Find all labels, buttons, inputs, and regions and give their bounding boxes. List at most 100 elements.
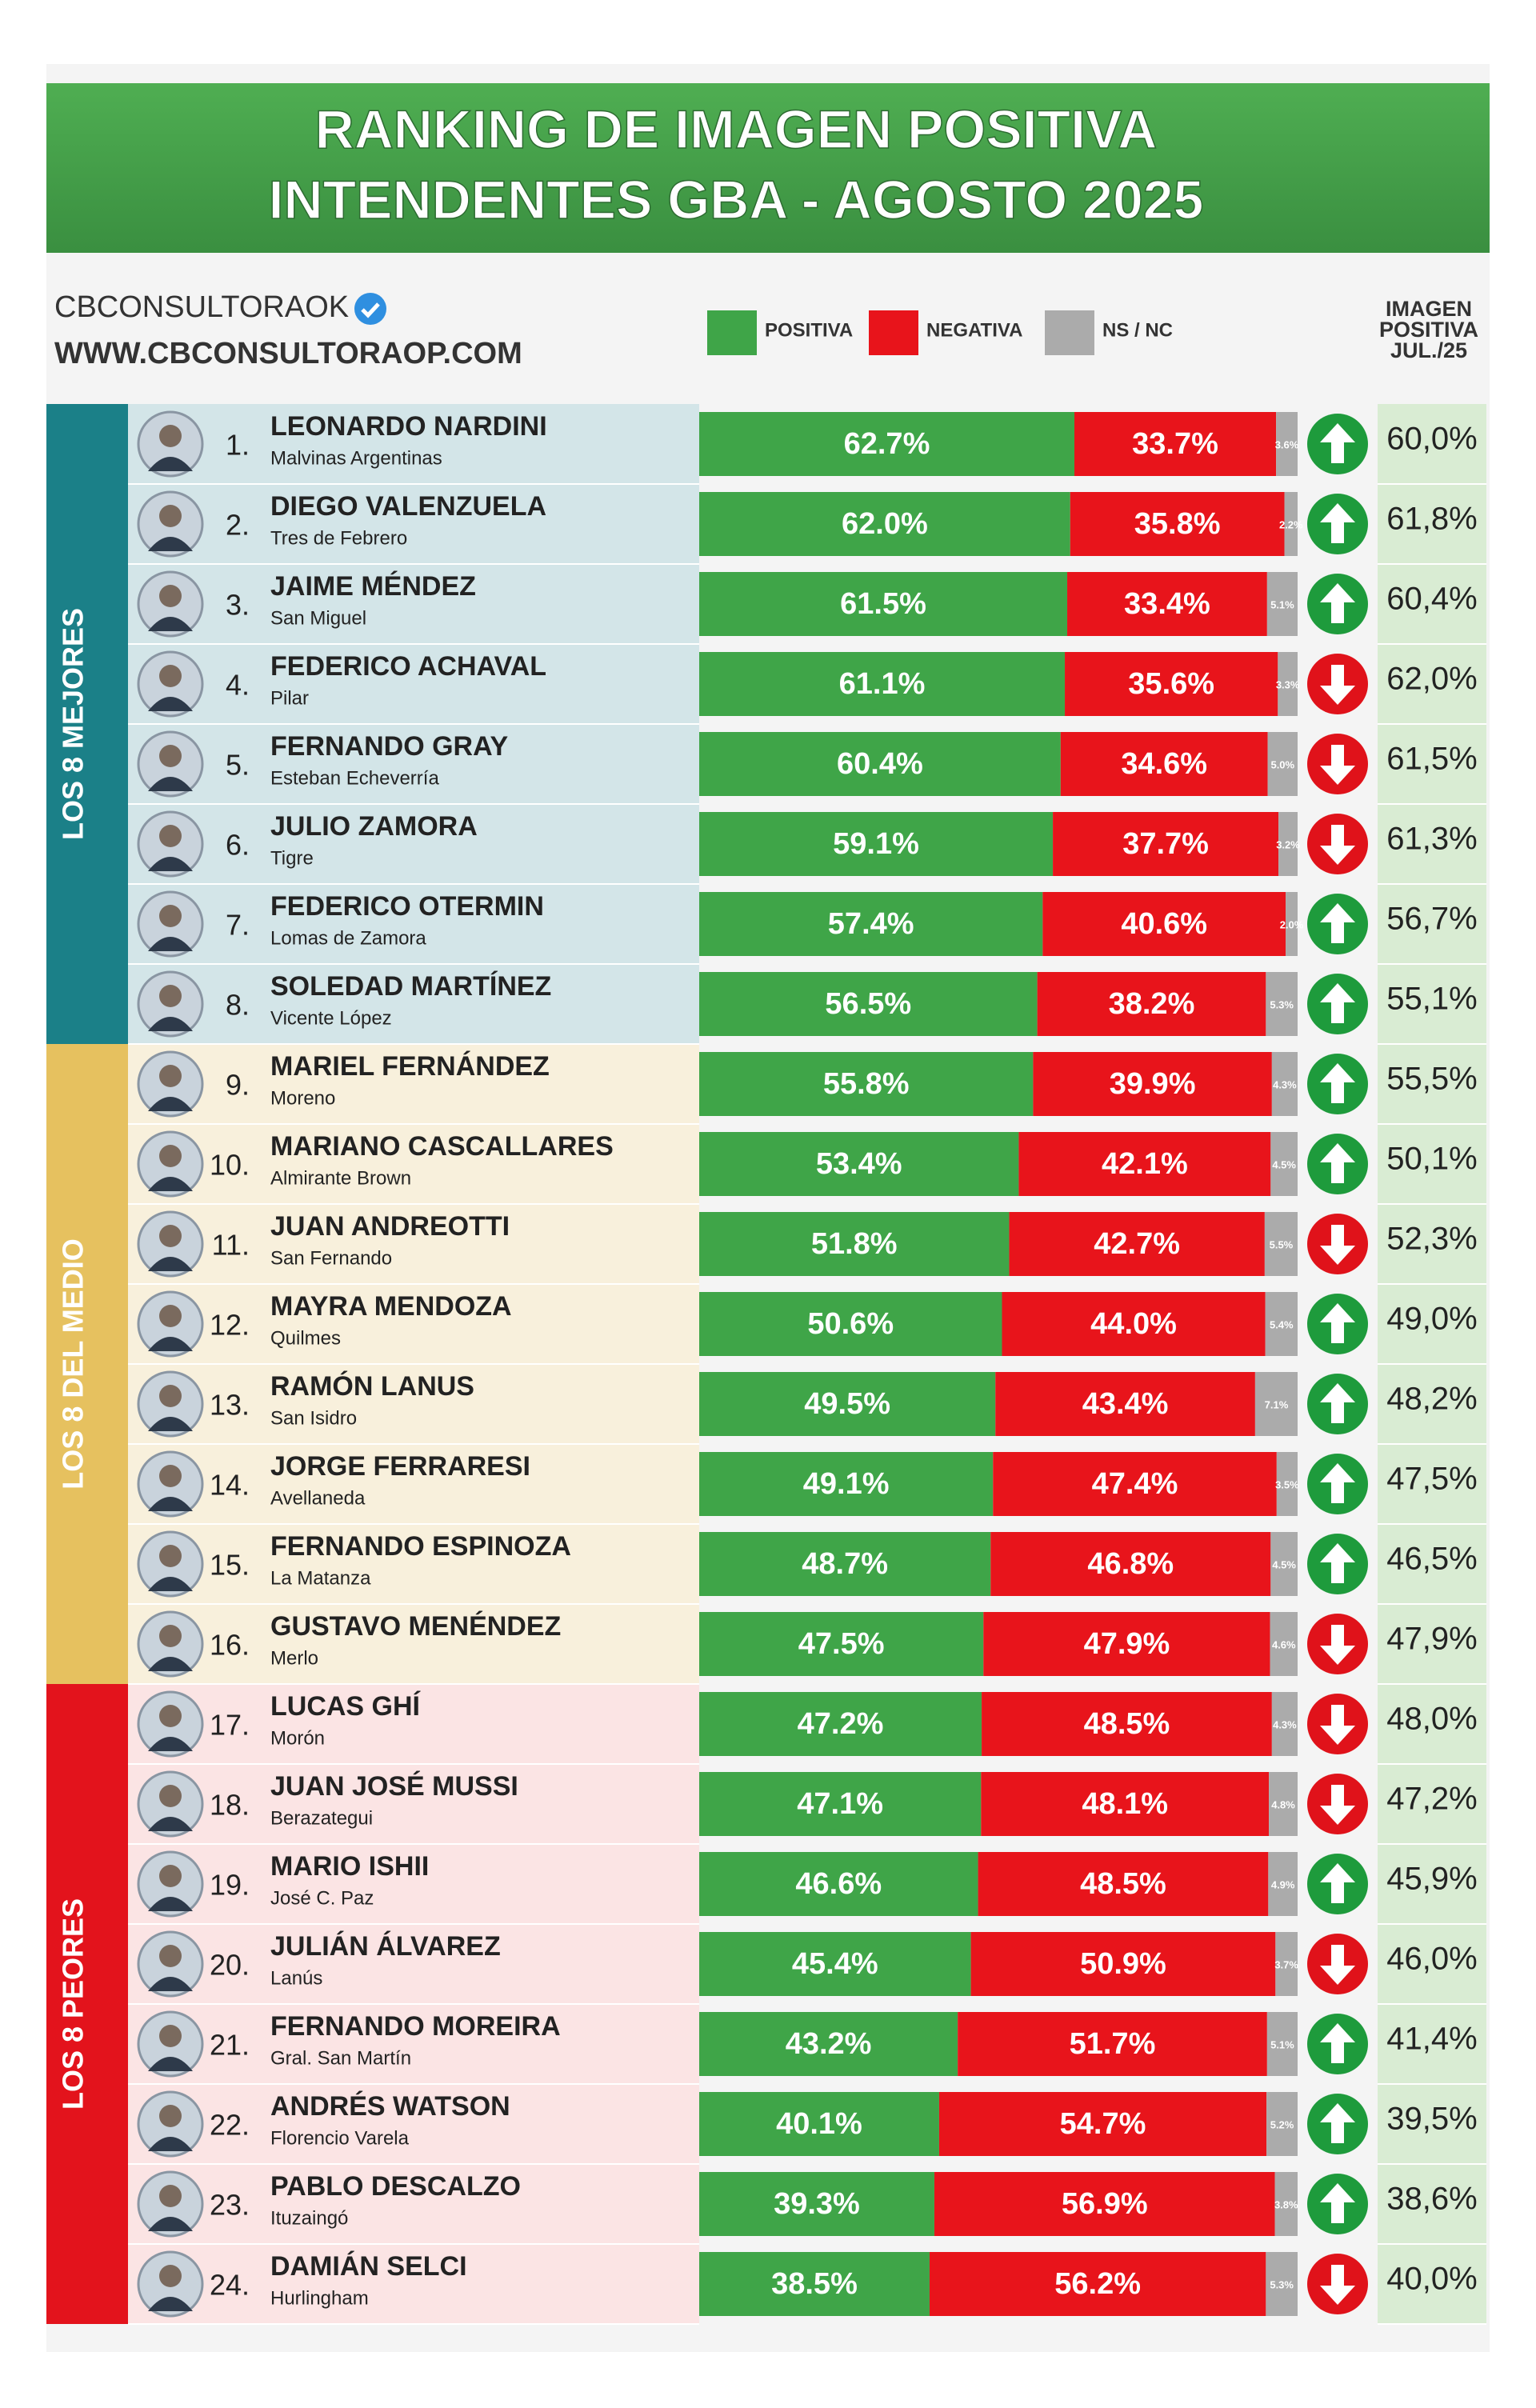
arrow-glyph (1320, 1143, 1355, 1183)
photo-head (159, 1625, 182, 1647)
photo-head (159, 1465, 182, 1487)
bar-segment (1275, 1932, 1298, 1996)
bar-segment (699, 732, 1061, 796)
bar-segment (1060, 732, 1268, 796)
legend-label: POSITIVA (765, 319, 853, 341)
rank: 11. (212, 1229, 250, 1262)
bar-label: 59.1% (833, 827, 919, 861)
bar-label: 47.4% (1092, 1467, 1178, 1501)
arrow-glyph (1320, 2103, 1355, 2143)
bar-segment (699, 1532, 991, 1596)
bar-segment (1067, 572, 1267, 636)
ns-label: 3.2% (1276, 838, 1300, 850)
municipality: Gral. San Martín (270, 2047, 411, 2069)
municipality: San Isidro (270, 1407, 357, 1429)
photo-head (159, 1145, 182, 1167)
bar-segment (1270, 1132, 1298, 1196)
bar-segment (983, 1612, 1270, 1676)
bar-segment (978, 1852, 1269, 1916)
previous-value: 55,5% (1386, 1062, 1477, 1097)
previous-header: POSITIVA (1379, 318, 1478, 342)
ns-label: 5.5% (1270, 1238, 1294, 1250)
bar-segment (699, 2252, 930, 2316)
rank: 17. (210, 1709, 250, 1742)
arrow-glyph (1320, 983, 1355, 1023)
rank: 2. (226, 509, 250, 542)
previous-value: 47,5% (1386, 1462, 1477, 1497)
ns-label: 5.3% (1270, 998, 1294, 1010)
bar-segment (1268, 1852, 1298, 1916)
group-label: LOS 8 MEJORES (57, 608, 90, 840)
bar-label: 61.5% (840, 587, 926, 621)
arrow-glyph (1320, 745, 1355, 785)
bar-segment (1254, 1372, 1298, 1436)
bar-label: 46.8% (1087, 1547, 1174, 1581)
bar-segment (699, 1932, 971, 1996)
ns-label: 4.5% (1272, 1158, 1296, 1170)
subtitle: INTENDENTES GBA - AGOSTO 2025 (269, 170, 1204, 230)
bar-segment (699, 1132, 1019, 1196)
rank: 21. (210, 2029, 250, 2062)
municipality: San Miguel (270, 607, 366, 629)
ns-label: 3.6% (1275, 438, 1299, 450)
group-label: LOS 8 PEORES (57, 1898, 90, 2110)
photo-body (148, 937, 193, 951)
previous-value: 55,1% (1386, 982, 1477, 1017)
ns-label: 3.3% (1276, 678, 1300, 690)
municipality: Avellaneda (270, 1487, 366, 1509)
arrow-glyph (1320, 1463, 1355, 1503)
bar-segment (1276, 412, 1298, 476)
candidate-name: JULIÁN ÁLVAREZ (270, 1931, 501, 1962)
arrow-glyph (1320, 1785, 1355, 1825)
photo-head (159, 825, 182, 847)
bar-label: 42.7% (1094, 1227, 1180, 1261)
rank: 5. (226, 749, 250, 782)
bar-segment (699, 572, 1068, 636)
previous-value: 41,4% (1386, 2022, 1477, 2057)
ns-label: 5.1% (1270, 2038, 1294, 2050)
photo-body (148, 1177, 193, 1191)
candidate-name: RAMÓN LANUS (270, 1371, 474, 1402)
candidate-name: JAIME MÉNDEZ (270, 571, 476, 602)
bar-segment (699, 1292, 1002, 1356)
ns-label: 2.2% (1279, 518, 1303, 530)
ns-label: 4.3% (1273, 1718, 1297, 1730)
title: RANKING DE IMAGEN POSITIVA (315, 99, 1158, 160)
bar-segment (1266, 972, 1298, 1036)
bar-label: 37.7% (1122, 827, 1209, 861)
photo-head (159, 1945, 182, 1967)
municipality: Tres de Febrero (270, 527, 407, 549)
bar-segment (990, 1532, 1271, 1596)
bar-label: 47.2% (798, 1707, 884, 1741)
bar-segment (993, 1452, 1277, 1516)
group-band (46, 404, 128, 1044)
arrow-glyph (1320, 1625, 1355, 1665)
arrow-glyph (1320, 2265, 1355, 2305)
bar-label: 55.8% (823, 1067, 910, 1101)
bar-segment (1266, 2092, 1298, 2156)
bar-label: 56.9% (1062, 2187, 1148, 2221)
photo-body (148, 1417, 193, 1431)
bar-label: 43.4% (1082, 1387, 1169, 1421)
bar-label: 38.5% (771, 2267, 858, 2301)
photo-body (148, 1657, 193, 1671)
bar-segment (1002, 1292, 1266, 1356)
bar-label: 48.1% (1082, 1787, 1168, 1821)
legend: POSITIVA NEGATIVA NS / NCIMAGENPOSITIVAJUL… (707, 297, 1478, 362)
legend-swatch (1045, 310, 1094, 355)
ns-label: 4.8% (1271, 1798, 1295, 1810)
ns-label: 5.2% (1270, 2118, 1294, 2130)
candidate-name: MARIEL FERNÁNDEZ (270, 1051, 550, 1082)
bar-segment (1264, 1212, 1298, 1276)
bar-label: 53.4% (816, 1147, 902, 1181)
bar-segment (1284, 492, 1298, 556)
bar-segment (1053, 812, 1279, 876)
rank: 16. (210, 1629, 250, 1662)
ns-label: 3.5% (1275, 1478, 1299, 1490)
bar-label: 33.4% (1124, 587, 1210, 621)
photo-head (159, 665, 182, 687)
photo-body (148, 697, 193, 711)
verified-check (361, 302, 380, 318)
